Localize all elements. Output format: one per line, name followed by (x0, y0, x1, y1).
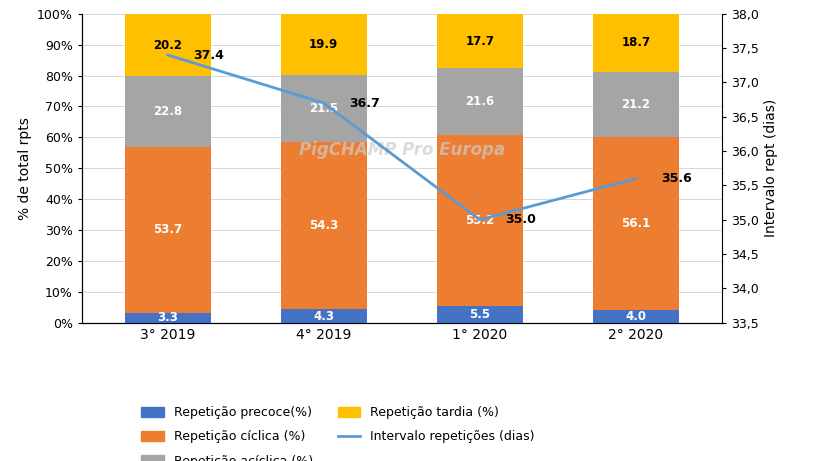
Text: 19.9: 19.9 (309, 38, 338, 51)
Text: 55.2: 55.2 (464, 214, 494, 227)
Text: 36.7: 36.7 (348, 96, 379, 110)
Text: 53.7: 53.7 (153, 223, 182, 236)
Text: 17.7: 17.7 (464, 35, 494, 47)
Bar (437, 306, 522, 323)
Text: 56.1: 56.1 (621, 217, 649, 230)
Text: PigCHAMP Pro Europa: PigCHAMP Pro Europa (298, 141, 505, 159)
Bar (124, 313, 210, 323)
Bar (592, 310, 678, 323)
Bar (281, 142, 366, 309)
Text: 35.6: 35.6 (660, 172, 690, 185)
Bar (592, 14, 678, 71)
Bar (281, 75, 366, 142)
Text: 5.5: 5.5 (468, 307, 490, 321)
Text: 20.2: 20.2 (153, 39, 182, 52)
Y-axis label: Intervalo rept (dias): Intervalo rept (dias) (763, 99, 777, 237)
Text: 21.6: 21.6 (464, 95, 494, 108)
Text: 22.8: 22.8 (153, 105, 182, 118)
Text: 37.4: 37.4 (192, 48, 224, 61)
Text: 21.2: 21.2 (621, 98, 649, 111)
Bar (124, 147, 210, 313)
Text: 18.7: 18.7 (621, 36, 649, 49)
Bar (124, 14, 210, 76)
Bar (437, 69, 522, 135)
Text: 35.0: 35.0 (505, 213, 535, 226)
Text: 4.0: 4.0 (625, 310, 645, 323)
Bar (281, 309, 366, 323)
Legend: Repetição precoce(%), Repetição cíclica (%), Repetição acíclica (%), Repetição t: Repetição precoce(%), Repetição cíclica … (141, 406, 534, 461)
Text: 4.3: 4.3 (313, 309, 334, 323)
Text: 21.5: 21.5 (309, 102, 338, 115)
Bar (437, 135, 522, 306)
Text: 3.3: 3.3 (157, 311, 178, 324)
Bar (281, 14, 366, 75)
Y-axis label: % de total rpts: % de total rpts (17, 117, 31, 220)
Bar (437, 14, 522, 69)
Bar (592, 137, 678, 310)
Bar (124, 76, 210, 147)
Text: 54.3: 54.3 (309, 219, 338, 232)
Bar (592, 71, 678, 137)
